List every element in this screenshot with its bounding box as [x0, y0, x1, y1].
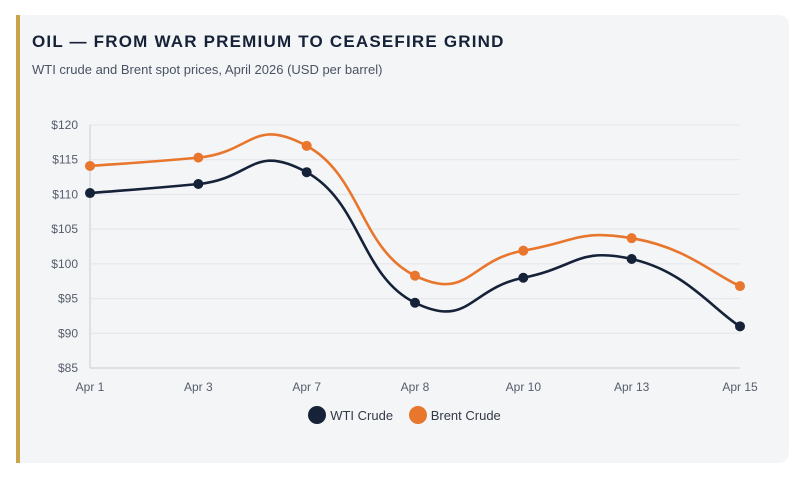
wti-crude-point — [518, 272, 529, 283]
x-tick-label: Apr 15 — [722, 380, 758, 394]
brent-crude-point — [735, 281, 745, 292]
legend-swatch-wti — [308, 406, 327, 424]
brent-crude-point — [410, 270, 420, 281]
brent-crude-point — [85, 160, 95, 171]
wti-crude-point — [301, 167, 312, 178]
brent-crude-line — [89, 133, 741, 288]
y-tick-label: $115 — [52, 153, 78, 167]
legend-item-brent[interactable]: Brent Crude — [408, 406, 501, 424]
grid-layer — [90, 124, 740, 334]
legend-swatch-brent — [408, 406, 427, 424]
y-tick-label: $110 — [52, 187, 78, 201]
wti-crude-point — [85, 188, 95, 199]
legend-item-wti[interactable]: WTI Crude — [308, 406, 393, 424]
brent-crude-point — [193, 152, 204, 163]
y-tick-label: $90 — [58, 326, 78, 340]
x-tick-label: Apr 1 — [76, 380, 105, 394]
axis-layer: $85 $90 $95 $100 $105 $110 $115 $120 Apr 1 Apr 3 A… — [51, 118, 758, 394]
wti-crude-point — [410, 297, 420, 308]
x-tick-label: Apr 7 — [292, 380, 321, 394]
y-tick-label: $105 — [51, 222, 78, 236]
x-tick-label: Apr 8 — [401, 380, 430, 394]
chart-title: OIL — FROM WAR PREMIUM TO CEASEFIRE GRIN… — [32, 32, 505, 51]
x-tick-label: Apr 13 — [614, 380, 650, 394]
y-tick-label: $85 — [58, 361, 78, 375]
chart-subtitle: WTI crude and Brent spot prices, April 2… — [32, 62, 383, 77]
x-tick-label: Apr 10 — [506, 380, 542, 394]
wti-crude-point — [626, 253, 637, 264]
y-tick-label: $95 — [58, 292, 78, 306]
x-tick-label: Apr 3 — [184, 380, 213, 394]
legend-label-brent: Brent Crude — [430, 407, 501, 423]
series-layer — [89, 133, 741, 328]
y-tick-label: $120 — [51, 118, 78, 132]
brent-crude-point — [626, 233, 637, 244]
brent-crude-point — [301, 140, 312, 151]
y-tick-label: $100 — [51, 257, 78, 271]
wti-crude-point — [735, 321, 745, 332]
points-layer — [85, 140, 745, 332]
brent-crude-point — [518, 245, 529, 256]
wti-crude-point — [193, 179, 204, 190]
legend-label-wti: WTI Crude — [330, 407, 394, 423]
chart-card — [16, 15, 789, 463]
legend: WTI Crude Brent Crude — [0, 406, 809, 427]
